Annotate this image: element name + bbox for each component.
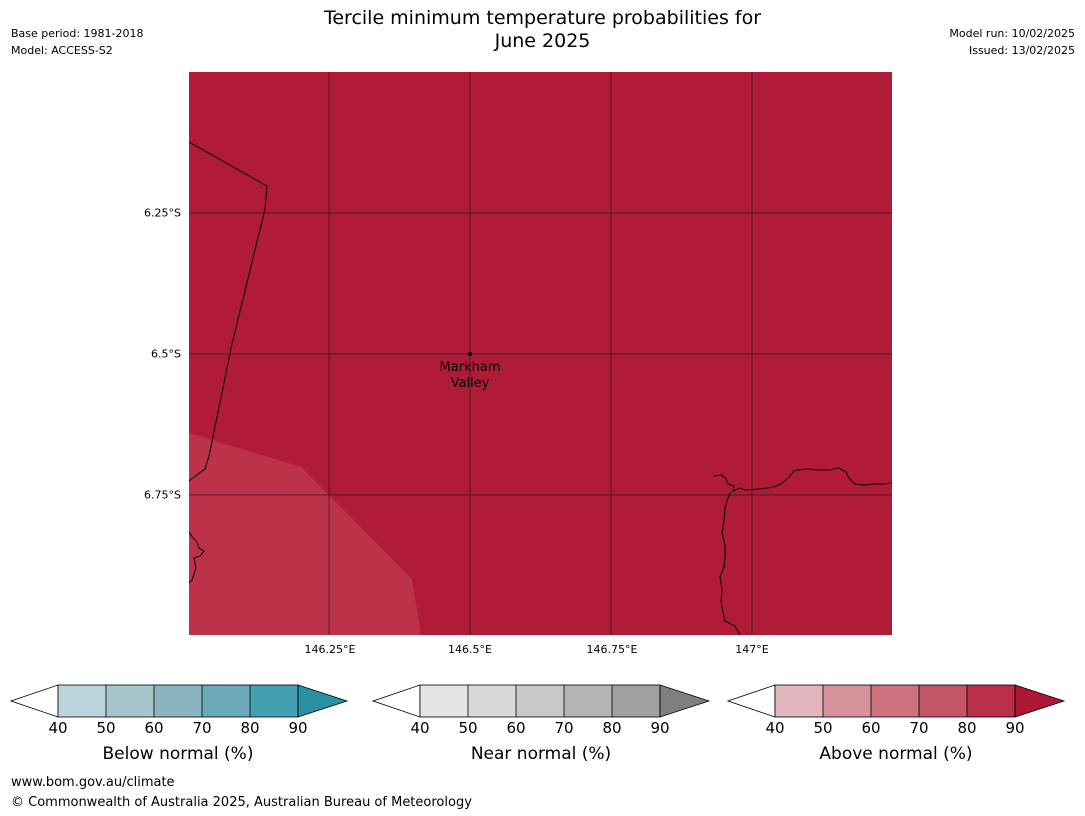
- below-tick-60: 60: [144, 719, 164, 737]
- colorbar-above-graphic: [727, 684, 1066, 718]
- above-tick-40: 40: [765, 719, 785, 737]
- below-tick-40: 40: [48, 719, 68, 737]
- colorbar-below-normal: [10, 684, 350, 718]
- model-text: Model: ACCESS-S2: [11, 44, 113, 57]
- boundary-east: [713, 467, 892, 492]
- above-min-arrow: [727, 684, 776, 718]
- colorbar-above-label: Above normal (%): [819, 744, 973, 764]
- colorbar-below-label: Below normal (%): [102, 744, 254, 764]
- below-tick-80: 80: [240, 719, 260, 737]
- boundary-southeast: [719, 491, 741, 635]
- colorbar-near-graphic: [372, 684, 711, 718]
- near-tick-40: 40: [410, 719, 430, 737]
- province-boundary: [189, 141, 268, 482]
- below-bin-60-70: [154, 685, 202, 717]
- page-title: Tercile minimum temperature probabilitie…: [0, 7, 1085, 53]
- place-label-line-2: Valley: [451, 376, 490, 391]
- above-tick-60: 60: [861, 719, 881, 737]
- near-tick-60: 60: [506, 719, 526, 737]
- boundary-southwest: [189, 531, 205, 584]
- footer-copyright: © Commonwealth of Australia 2025, Austra…: [11, 795, 472, 810]
- near-tick-70: 70: [554, 719, 574, 737]
- above-bin-50-60: [823, 685, 871, 717]
- near-bin-dividers: [419, 684, 661, 718]
- issued-text: Issued: 13/02/2025: [968, 44, 1075, 57]
- near-tick-80: 80: [602, 719, 622, 737]
- place-marker[interactable]: [468, 352, 472, 356]
- lon-label-146-5: 146.5°E: [448, 643, 492, 656]
- near-bin-40-50: [420, 685, 468, 717]
- near-max-arrow: [659, 684, 711, 718]
- title-line-2: June 2025: [494, 30, 591, 52]
- lat-label-6-5: 6.5°S: [151, 347, 181, 361]
- colorbar-near-normal: [372, 684, 712, 718]
- colorbar-below-graphic: [10, 684, 349, 718]
- lon-label-146-75: 146.75°E: [586, 643, 638, 656]
- near-min-arrow: [372, 684, 421, 718]
- below-bin-40-50: [58, 685, 106, 717]
- colorbar-above-normal: [727, 684, 1067, 718]
- lon-label-146-25: 146.25°E: [304, 643, 356, 656]
- lat-label-6-25: 6.25°S: [144, 206, 181, 220]
- above-tick-90: 90: [1005, 719, 1025, 737]
- above-tick-50: 50: [813, 719, 833, 737]
- base-period-text: Base period: 1981-2018: [11, 27, 144, 40]
- boundaries: [189, 141, 892, 635]
- near-bin-70-80: [564, 685, 612, 717]
- above-bin-dividers: [774, 684, 1016, 718]
- below-bin-dividers: [57, 684, 299, 718]
- below-tick-90: 90: [288, 719, 308, 737]
- near-tick-90: 90: [650, 719, 670, 737]
- model-run-text: Model run: 10/02/2025: [949, 27, 1075, 40]
- near-bin-60-70: [516, 685, 564, 717]
- below-tick-70: 70: [192, 719, 212, 737]
- near-bin-80-90: [612, 685, 660, 717]
- above-tick-70: 70: [909, 719, 929, 737]
- near-bin-50-60: [468, 685, 516, 717]
- lat-label-6-75: 6.75°S: [144, 488, 181, 502]
- footer-url[interactable]: www.bom.gov.au/climate: [11, 775, 175, 790]
- above-max-arrow: [1014, 684, 1066, 718]
- map-canvas: Markham Valley: [189, 72, 892, 635]
- place-label-line-1: Markham: [440, 360, 501, 375]
- metadata-right: Model run: 10/02/2025 Issued: 13/02/2025: [949, 25, 1075, 59]
- metadata-left: Base period: 1981-2018 Model: ACCESS-S2: [11, 25, 143, 59]
- above-bin-60-70: [871, 685, 919, 717]
- near-tick-50: 50: [458, 719, 478, 737]
- probability-fill-above-80: [189, 433, 421, 635]
- graticule: [189, 72, 892, 635]
- above-bin-70-80: [919, 685, 967, 717]
- lon-label-147: 147°E: [735, 643, 769, 656]
- below-tick-50: 50: [96, 719, 116, 737]
- above-bin-40-50: [775, 685, 823, 717]
- below-bin-50-60: [106, 685, 154, 717]
- below-min-arrow: [10, 684, 59, 718]
- below-bin-80-90: [250, 685, 298, 717]
- map-panel[interactable]: Markham Valley: [189, 72, 892, 635]
- below-max-arrow: [297, 684, 349, 718]
- colorbar-near-label: Near normal (%): [470, 744, 612, 764]
- above-bin-80-90: [967, 685, 1015, 717]
- below-bin-70-80: [202, 685, 250, 717]
- title-line-1: Tercile minimum temperature probabilitie…: [323, 7, 762, 29]
- above-tick-80: 80: [957, 719, 977, 737]
